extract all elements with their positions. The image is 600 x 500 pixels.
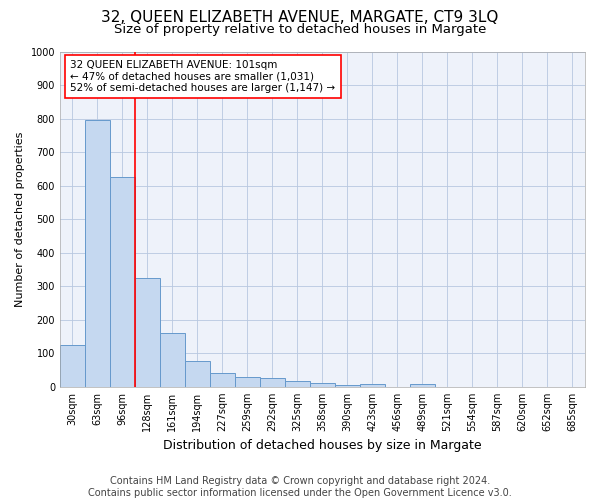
Bar	[135, 278, 160, 387]
Bar	[410, 384, 435, 387]
Bar	[285, 381, 310, 387]
Bar	[210, 374, 235, 387]
Bar	[260, 378, 285, 387]
Text: Contains HM Land Registry data © Crown copyright and database right 2024.
Contai: Contains HM Land Registry data © Crown c…	[88, 476, 512, 498]
Bar	[85, 120, 110, 387]
Text: Size of property relative to detached houses in Margate: Size of property relative to detached ho…	[114, 22, 486, 36]
Bar	[310, 383, 335, 387]
Text: 32, QUEEN ELIZABETH AVENUE, MARGATE, CT9 3LQ: 32, QUEEN ELIZABETH AVENUE, MARGATE, CT9…	[101, 10, 499, 25]
Bar	[185, 360, 210, 387]
Bar	[160, 333, 185, 387]
Text: 32 QUEEN ELIZABETH AVENUE: 101sqm
← 47% of detached houses are smaller (1,031)
5: 32 QUEEN ELIZABETH AVENUE: 101sqm ← 47% …	[70, 60, 335, 93]
Bar	[235, 378, 260, 387]
Bar	[335, 385, 360, 387]
Bar	[360, 384, 385, 387]
X-axis label: Distribution of detached houses by size in Margate: Distribution of detached houses by size …	[163, 440, 482, 452]
Bar	[110, 177, 135, 387]
Bar	[60, 345, 85, 387]
Y-axis label: Number of detached properties: Number of detached properties	[15, 132, 25, 307]
